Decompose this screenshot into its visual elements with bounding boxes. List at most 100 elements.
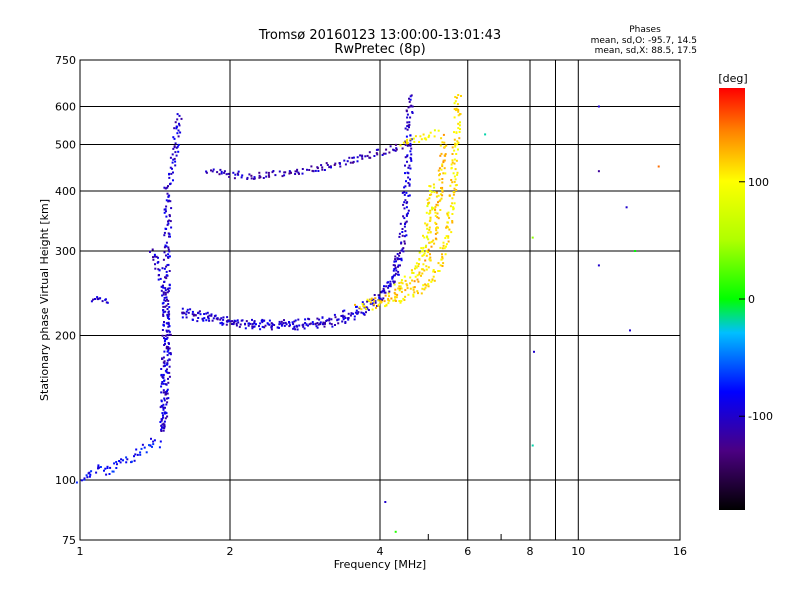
data-point xyxy=(208,314,211,317)
data-point xyxy=(164,244,167,247)
data-point xyxy=(249,322,252,325)
data-point xyxy=(326,164,329,166)
data-point xyxy=(166,368,168,371)
data-point xyxy=(458,131,461,133)
data-point xyxy=(160,418,163,421)
data-point xyxy=(406,116,409,119)
data-point xyxy=(439,154,442,157)
data-point xyxy=(125,461,128,464)
data-point xyxy=(445,235,448,238)
data-point xyxy=(301,324,304,327)
data-point xyxy=(281,175,284,178)
data-point xyxy=(393,260,396,263)
data-point xyxy=(428,226,431,229)
data-point xyxy=(340,315,343,317)
data-point xyxy=(191,318,194,321)
data-point xyxy=(398,285,401,288)
data-point xyxy=(163,379,166,382)
data-point xyxy=(168,352,171,355)
data-point xyxy=(167,299,170,302)
data-point xyxy=(165,304,168,307)
data-point xyxy=(375,306,377,309)
data-point xyxy=(438,178,441,181)
data-point xyxy=(383,285,385,288)
data-point xyxy=(294,173,297,175)
data-point xyxy=(451,161,454,164)
data-point xyxy=(406,113,409,116)
data-point xyxy=(163,231,166,234)
data-point xyxy=(140,447,143,450)
data-point xyxy=(407,212,409,215)
data-point xyxy=(167,248,170,251)
data-point xyxy=(181,311,184,314)
data-point xyxy=(333,164,336,166)
data-point xyxy=(407,106,410,109)
data-point xyxy=(533,350,535,353)
data-point xyxy=(363,305,366,308)
data-point xyxy=(168,215,171,218)
data-point xyxy=(369,156,372,159)
data-point xyxy=(177,150,180,153)
data-point xyxy=(282,322,285,325)
x-tick-label: 2 xyxy=(227,545,234,558)
data-point xyxy=(160,382,163,385)
data-point xyxy=(453,102,456,105)
data-point xyxy=(207,317,210,320)
data-point xyxy=(457,110,460,113)
data-point xyxy=(444,253,447,256)
data-point xyxy=(322,323,324,326)
data-point xyxy=(293,326,296,329)
data-point xyxy=(442,133,445,136)
data-point xyxy=(384,291,387,294)
data-point xyxy=(428,228,431,231)
data-point xyxy=(165,347,168,350)
data-point xyxy=(410,104,413,107)
data-point xyxy=(405,109,408,112)
data-point xyxy=(378,296,381,299)
data-point xyxy=(453,175,456,178)
data-point xyxy=(404,172,406,175)
data-point xyxy=(165,215,168,218)
data-point xyxy=(361,157,364,160)
data-point xyxy=(113,462,116,465)
data-point xyxy=(357,311,360,314)
data-point xyxy=(154,263,156,266)
data-point xyxy=(406,287,409,290)
data-point xyxy=(376,153,379,156)
data-point xyxy=(441,178,444,180)
data-point xyxy=(437,262,440,265)
data-point xyxy=(448,228,451,231)
data-point xyxy=(437,270,440,272)
data-point xyxy=(165,363,168,366)
data-point xyxy=(397,264,400,267)
data-point xyxy=(441,257,444,260)
data-point xyxy=(240,176,243,179)
data-point xyxy=(280,320,283,323)
data-point xyxy=(152,256,154,259)
data-point xyxy=(456,173,459,176)
data-point xyxy=(371,308,374,311)
data-point xyxy=(396,293,399,296)
data-point xyxy=(297,171,300,174)
data-point xyxy=(375,148,378,151)
data-point xyxy=(420,247,423,250)
data-point xyxy=(409,282,412,285)
data-point xyxy=(364,155,367,158)
data-point xyxy=(347,317,349,320)
data-point xyxy=(210,313,213,316)
data-point xyxy=(308,323,311,326)
data-point xyxy=(410,153,413,156)
data-point xyxy=(177,135,180,138)
data-point xyxy=(157,278,160,281)
data-point xyxy=(201,317,204,320)
data-point xyxy=(455,189,458,191)
data-point xyxy=(109,466,112,469)
data-point xyxy=(440,258,443,261)
data-point xyxy=(165,403,168,406)
data-point xyxy=(167,263,170,266)
data-point xyxy=(405,135,408,138)
data-point xyxy=(380,291,383,294)
data-point xyxy=(168,173,170,176)
data-point xyxy=(373,294,376,296)
